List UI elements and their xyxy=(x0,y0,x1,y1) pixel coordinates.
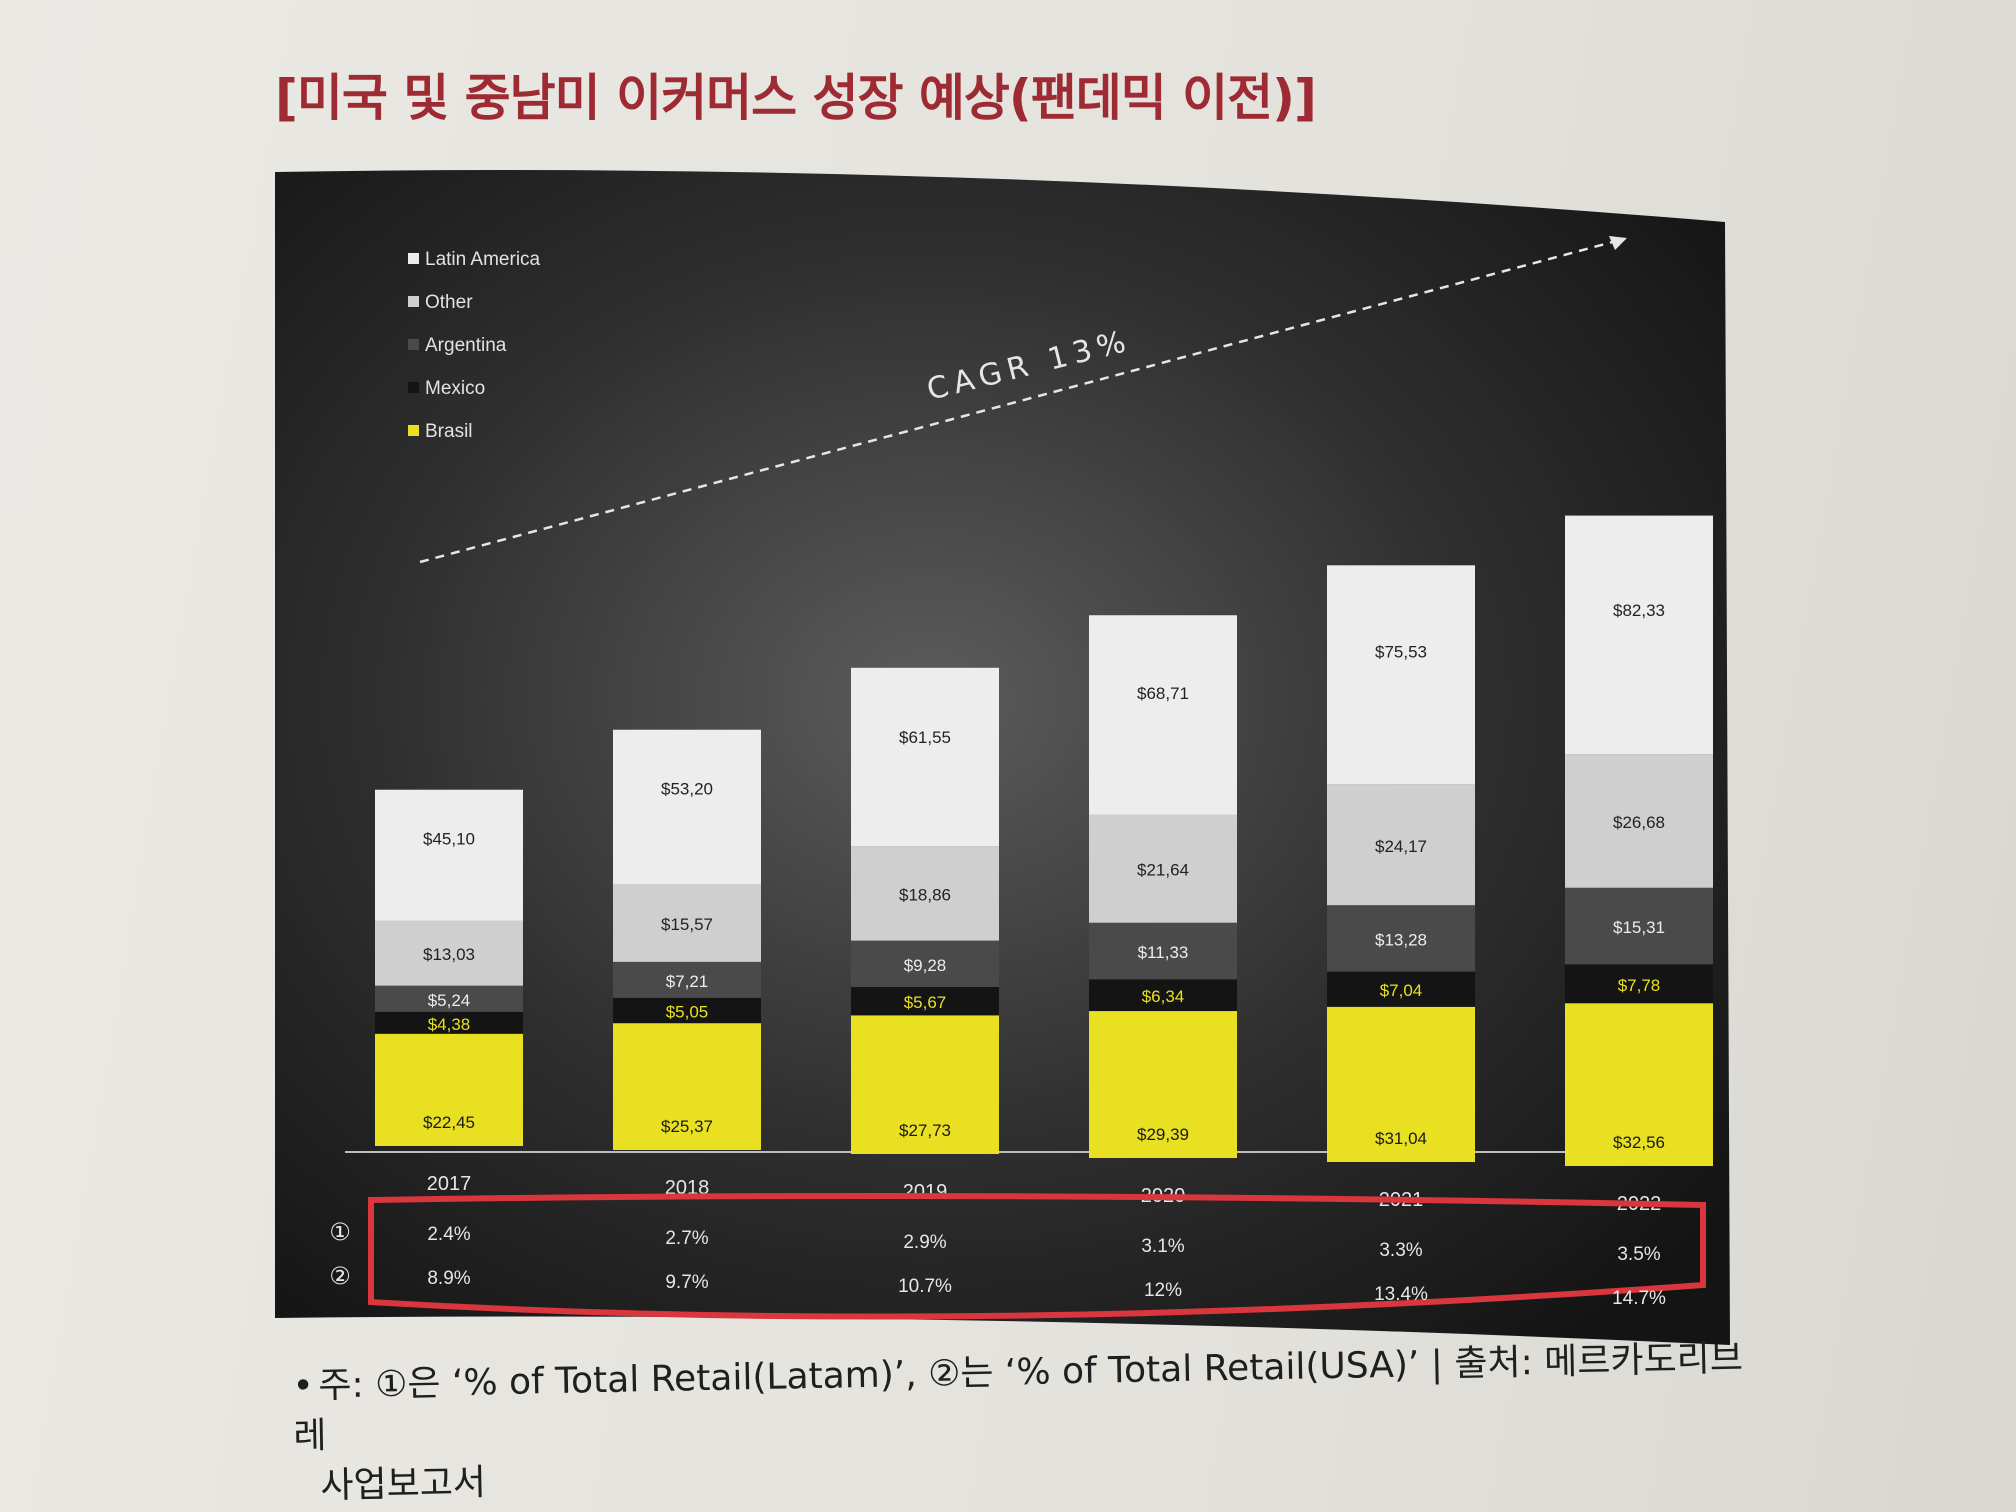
row-2-value-2021: 13.4% xyxy=(1374,1284,1428,1305)
label-latin-america-2020: $68,71 xyxy=(1137,684,1189,703)
label-other-2021: $24,17 xyxy=(1375,837,1427,856)
row-1-value-2021: 3.3% xyxy=(1379,1240,1422,1261)
bar-latin-america-2021 xyxy=(1327,565,1475,784)
row-2-value-2020: 12% xyxy=(1144,1280,1182,1301)
row-marker-2: ② xyxy=(329,1262,351,1290)
label-argentina-2017: $5,24 xyxy=(428,991,471,1010)
label-brasil-2020: $29,39 xyxy=(1137,1125,1189,1144)
legend-swatch-brasil xyxy=(408,425,419,436)
label-other-2022: $26,68 xyxy=(1613,813,1665,832)
row-2-value-2017: 8.9% xyxy=(427,1268,470,1289)
label-other-2019: $18,86 xyxy=(899,885,951,904)
row-2-value-2018: 9.7% xyxy=(665,1272,708,1293)
label-argentina-2019: $9,28 xyxy=(904,956,947,975)
label-other-2017: $13,03 xyxy=(423,945,475,964)
label-brasil-2019: $27,73 xyxy=(899,1121,951,1140)
row-2-value-2022: 14.7% xyxy=(1612,1288,1666,1309)
label-latin-america-2019: $61,55 xyxy=(899,728,951,747)
legend-label-other: Other xyxy=(425,292,473,313)
legend-label-mexico: Mexico xyxy=(425,378,485,399)
legend-label-brasil: Brasil xyxy=(425,421,473,442)
row-1-value-2019: 2.9% xyxy=(903,1232,946,1253)
label-mexico-2019: $5,67 xyxy=(904,993,947,1012)
footnote: • 주: ①은 ‘% of Total Retail(Latam)’, ②는 ‘%… xyxy=(292,1334,1765,1512)
label-latin-america-2018: $53,20 xyxy=(661,780,713,799)
label-brasil-2017: $22,45 xyxy=(423,1113,475,1132)
label-brasil-2018: $25,37 xyxy=(661,1117,713,1136)
label-latin-america-2021: $75,53 xyxy=(1375,642,1427,661)
legend-swatch-other xyxy=(408,296,419,307)
label-brasil-2021: $31,04 xyxy=(1375,1129,1427,1148)
chart-panel: $22,45 $4,38 $5,24 $13,03 $45,10 2017 $25,37 $5… xyxy=(275,160,1730,1345)
label-mexico-2022: $7,78 xyxy=(1618,976,1661,995)
page-title: [미국 및 중남미 이커머스 성장 예상(팬데믹 이전)] xyxy=(275,58,1316,130)
label-argentina-2020: $11,33 xyxy=(1138,943,1189,962)
label-mexico-2017: $4,38 xyxy=(428,1015,471,1034)
row-1-value-2017: 2.4% xyxy=(427,1224,470,1245)
bar-latin-america-2022 xyxy=(1565,516,1713,755)
tick-label-2019: 2019 xyxy=(903,1181,948,1203)
row-1-value-2022: 3.5% xyxy=(1617,1244,1660,1265)
label-other-2018: $15,57 xyxy=(661,915,713,934)
label-mexico-2018: $5,05 xyxy=(666,1003,709,1022)
label-mexico-2021: $7,04 xyxy=(1380,981,1423,1000)
label-mexico-2020: $6,34 xyxy=(1142,987,1185,1006)
legend-swatch-latin-america xyxy=(408,253,419,264)
label-argentina-2022: $15,31 xyxy=(1613,918,1665,937)
legend-swatch-argentina xyxy=(408,339,419,350)
label-other-2020: $21,64 xyxy=(1137,861,1189,880)
tick-label-2017: 2017 xyxy=(427,1173,472,1195)
label-argentina-2018: $7,21 xyxy=(666,972,709,991)
row-1-value-2020: 3.1% xyxy=(1141,1236,1184,1257)
legend-label-argentina: Argentina xyxy=(425,335,507,356)
bar-latin-america-2017 xyxy=(375,790,523,921)
stacked-bar-chart: $22,45 $4,38 $5,24 $13,03 $45,10 2017 $25,37 $5… xyxy=(275,160,1730,1345)
bar-latin-america-2020 xyxy=(1089,615,1237,814)
label-argentina-2021: $13,28 xyxy=(1375,930,1427,949)
row-2-value-2019: 10.7% xyxy=(898,1276,952,1297)
footnote-bullet: • xyxy=(292,1362,319,1412)
bar-latin-america-2019 xyxy=(851,668,999,846)
row-marker-1: ① xyxy=(329,1218,351,1246)
label-latin-america-2022: $82,33 xyxy=(1613,601,1665,620)
legend-swatch-mexico xyxy=(408,382,419,393)
legend-label-latin-america: Latin America xyxy=(425,249,541,270)
label-latin-america-2017: $45,10 xyxy=(423,830,475,849)
bar-latin-america-2018 xyxy=(613,730,761,884)
row-1-value-2018: 2.7% xyxy=(665,1228,708,1249)
label-brasil-2022: $32,56 xyxy=(1613,1133,1665,1152)
